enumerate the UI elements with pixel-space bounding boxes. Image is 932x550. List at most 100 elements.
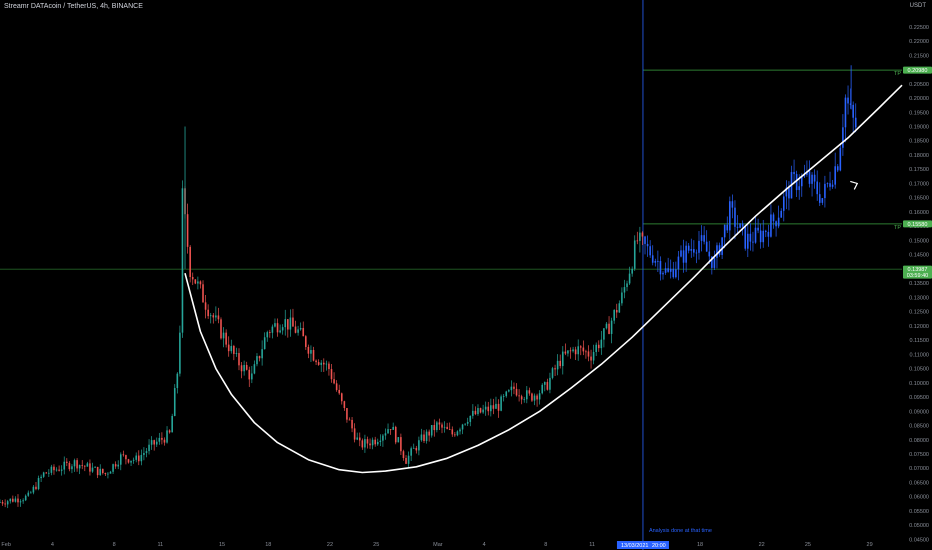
candle-body xyxy=(518,395,520,397)
y-tick-label: 0.06000 xyxy=(909,495,929,501)
candle-body xyxy=(158,437,161,442)
candle-body xyxy=(767,231,770,237)
candle-body xyxy=(163,439,166,443)
candle-body xyxy=(526,390,528,400)
candle-body xyxy=(510,386,513,391)
x-tick-label: 8 xyxy=(544,542,547,548)
candle-body xyxy=(71,466,73,470)
time-axis[interactable]: Feb 4 8 11 15 18 22 25 Mar 4 8 11 18 22 25 29 xyxy=(1,542,872,548)
candle-body xyxy=(649,246,651,256)
candle-body xyxy=(186,214,189,247)
candle-body xyxy=(687,245,690,251)
candle-body xyxy=(284,319,287,328)
candle-body xyxy=(340,393,343,402)
candle-body xyxy=(161,437,163,440)
candle-body xyxy=(842,127,844,148)
candle-body xyxy=(109,471,112,474)
candle-body xyxy=(48,472,50,474)
candle-body xyxy=(330,369,333,380)
candle-body xyxy=(335,383,338,390)
cup-curve xyxy=(184,84,903,474)
candle-body xyxy=(554,368,556,370)
candle-body xyxy=(50,466,53,473)
candle-body xyxy=(821,198,824,203)
analysis-date: 13/03/2021 xyxy=(621,543,649,549)
x-tick-label: 25 xyxy=(373,542,379,548)
candle-body xyxy=(248,369,251,380)
candle-body xyxy=(402,451,405,458)
candle-body xyxy=(472,410,474,416)
candle-body xyxy=(713,257,716,268)
x-tick-label: 4 xyxy=(483,542,486,548)
candle-body xyxy=(45,472,48,474)
price-axis[interactable]: 0.225000.220000.215000.210000.205000.200… xyxy=(909,25,929,544)
x-tick-label: 8 xyxy=(113,542,116,548)
candle-body xyxy=(155,441,158,445)
candle-body xyxy=(631,268,633,274)
candle-body xyxy=(495,403,497,409)
y-tick-label: 0.10000 xyxy=(909,381,929,387)
y-tick-label: 0.05500 xyxy=(909,509,929,515)
candle-body xyxy=(834,166,836,185)
price-unit-label: USDT xyxy=(909,3,926,9)
candle-body xyxy=(708,251,711,257)
candle-body xyxy=(531,393,533,401)
candle-body xyxy=(371,439,374,446)
y-tick-label: 0.09000 xyxy=(909,409,929,415)
candle-body xyxy=(353,428,356,440)
candle-body xyxy=(361,440,364,448)
candle-body xyxy=(490,405,492,412)
y-tick-label: 0.16500 xyxy=(909,196,929,202)
candle-body xyxy=(289,317,292,330)
candle-body xyxy=(852,104,854,118)
candle-body xyxy=(770,214,772,237)
candle-body xyxy=(765,230,767,232)
candle-body xyxy=(130,460,132,463)
candle-body xyxy=(63,461,66,470)
candle-body xyxy=(202,284,204,303)
candle-body xyxy=(836,166,839,171)
candle-body xyxy=(675,269,677,278)
candle-body xyxy=(646,243,649,247)
candle-body xyxy=(744,226,747,249)
candle-body xyxy=(122,454,125,456)
candle-body xyxy=(32,486,35,493)
candle-body xyxy=(251,373,253,380)
candle-body xyxy=(125,455,127,460)
candle-body xyxy=(464,423,466,425)
x-tick-label: 29 xyxy=(867,542,873,548)
candle-body xyxy=(73,460,76,467)
candle-body xyxy=(585,351,587,353)
candle-body xyxy=(253,364,256,374)
x-tick-label: 15 xyxy=(219,542,225,548)
candle-body xyxy=(312,350,315,361)
y-tick-label: 0.13000 xyxy=(909,295,929,301)
candle-body xyxy=(99,468,102,476)
candle-body xyxy=(682,250,685,263)
candle-body xyxy=(204,302,207,310)
candle-body xyxy=(322,362,325,365)
candle-body xyxy=(623,287,626,293)
candle-body xyxy=(191,276,194,280)
candle-body xyxy=(587,351,590,357)
candle-body xyxy=(325,363,328,365)
candle-body xyxy=(389,429,392,430)
candle-body xyxy=(96,466,99,476)
candle-body xyxy=(569,350,572,352)
candle-body xyxy=(438,422,441,425)
candle-body xyxy=(168,430,171,433)
candle-body xyxy=(243,364,245,372)
candle-body xyxy=(78,465,81,469)
x-tick-label: 4 xyxy=(51,542,54,548)
candle-body xyxy=(811,174,813,184)
tp-top-label: TP xyxy=(894,71,901,77)
candle-body xyxy=(140,454,143,462)
candle-body xyxy=(651,255,654,263)
candle-body xyxy=(831,184,834,187)
candle-body xyxy=(528,390,531,394)
candle-body xyxy=(173,388,176,416)
candle-body xyxy=(829,183,831,187)
candle-body xyxy=(114,464,117,467)
candle-body xyxy=(220,319,222,339)
